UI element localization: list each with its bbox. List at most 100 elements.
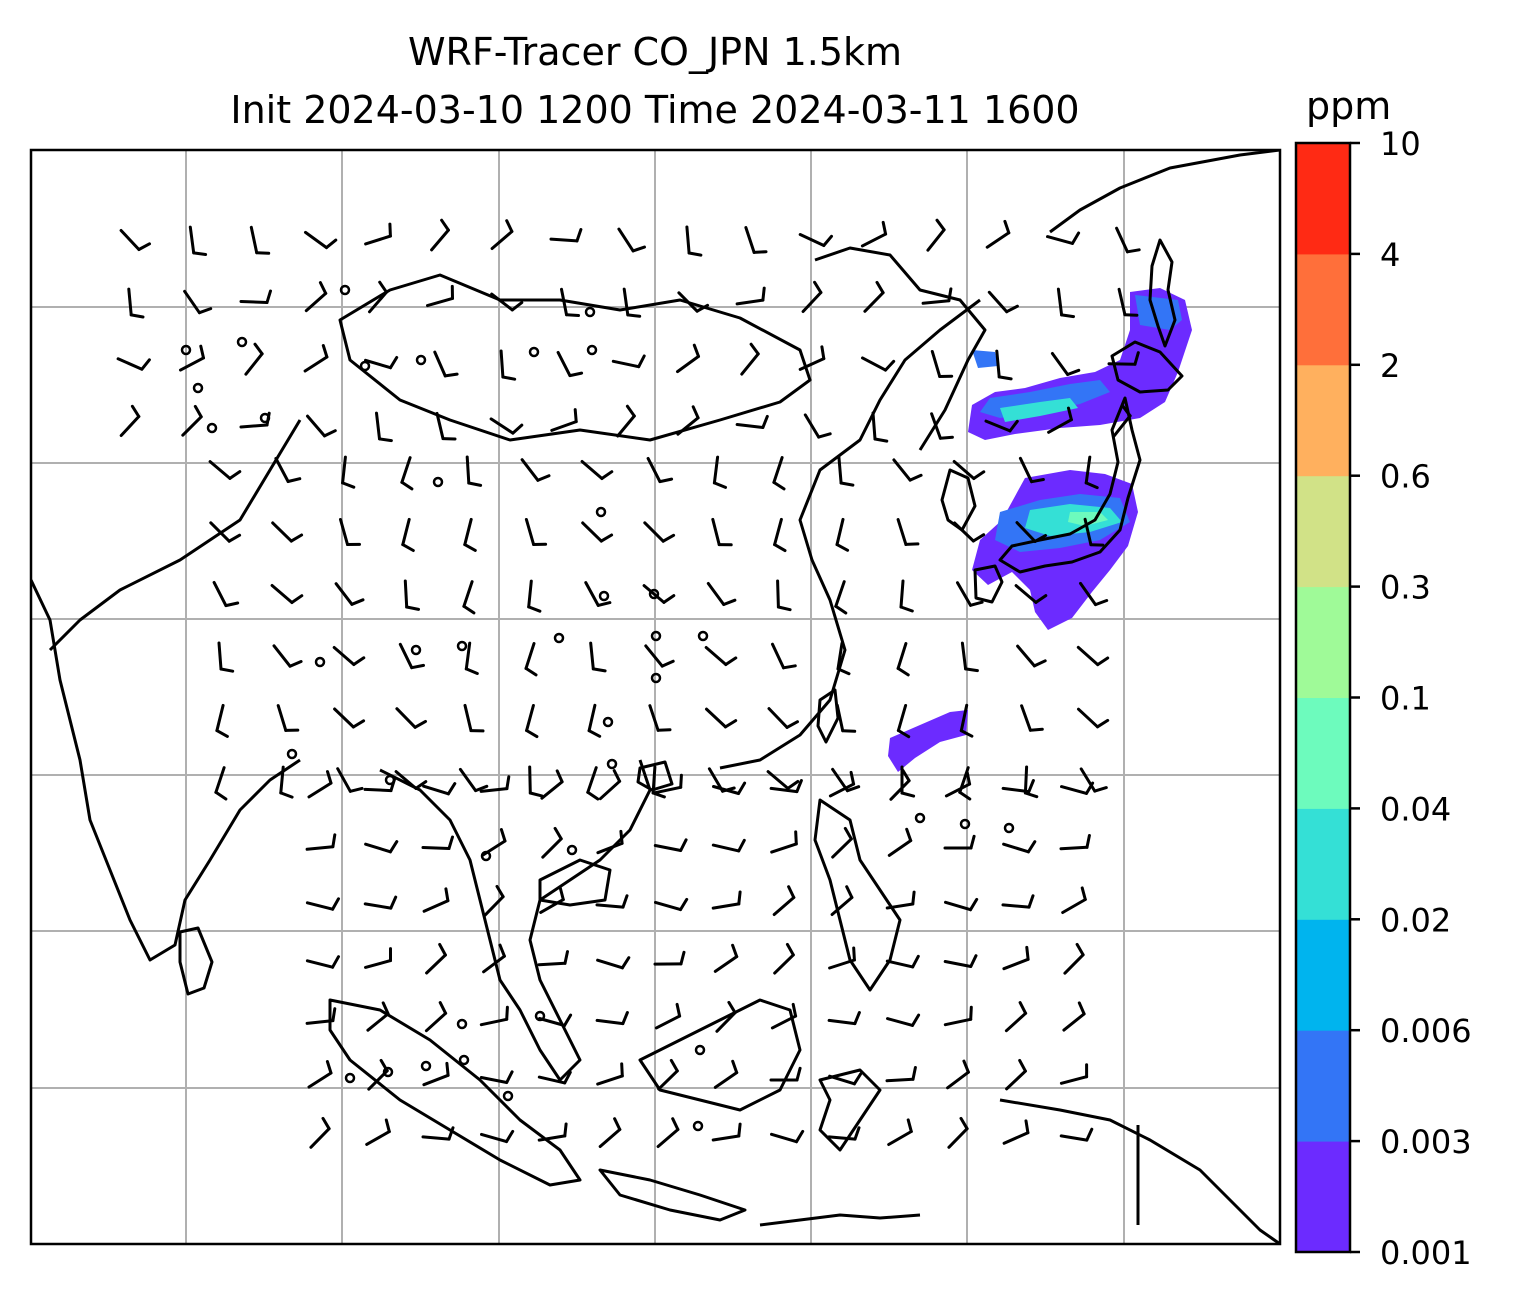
wind-barb [611, 354, 646, 369]
wind-barb [960, 641, 979, 673]
wind-barb [946, 1059, 970, 1090]
calm-wind-marker [415, 354, 427, 366]
wind-barb [1079, 767, 1108, 793]
wind-barb [1002, 840, 1037, 854]
wind-barb [305, 955, 340, 969]
wind-barb [616, 404, 636, 438]
wind-barb [364, 947, 392, 969]
wind-barb [885, 954, 920, 969]
wind-barb [479, 775, 511, 793]
calm-wind-marker [236, 336, 248, 348]
calm-wind-marker [286, 748, 298, 760]
wind-barb [798, 345, 826, 371]
wind-barb [537, 1070, 572, 1085]
wind-barb [595, 894, 629, 909]
colorbar-segment [1296, 1141, 1350, 1253]
plume-central-japan [972, 470, 1138, 630]
wind-barb [465, 455, 483, 487]
coast-kyushu [973, 564, 1004, 604]
wind-barb [524, 518, 548, 546]
wind-barb [704, 646, 738, 666]
calm-wind-marker [602, 716, 614, 728]
wind-barb [1047, 406, 1073, 434]
wind-barb [1016, 644, 1047, 668]
wind-barb [863, 280, 885, 313]
wind-barb [773, 942, 795, 975]
calm-wind-marker [606, 758, 618, 770]
wind-barb [1046, 231, 1081, 245]
wind-barb [528, 765, 544, 798]
calm-wind-marker [914, 812, 926, 824]
wind-barb [479, 1005, 509, 1027]
wind-barb [179, 344, 205, 372]
wind-barb [540, 769, 564, 800]
calm-wind-marker [648, 588, 660, 600]
wind-barb [828, 1072, 863, 1086]
map-frame [29, 148, 1282, 1246]
wind-barb [270, 584, 304, 604]
coast-gulf-thailand [538, 858, 612, 907]
wind-barb [598, 769, 622, 801]
calm-wind-marker [584, 306, 596, 318]
wind-barb [899, 579, 914, 613]
wind-barb [985, 219, 1011, 249]
wind-barb [654, 897, 689, 912]
wind-barb [801, 280, 823, 313]
wind-barb [480, 1129, 515, 1144]
wind-barb [644, 644, 675, 668]
wind-barb [306, 414, 337, 438]
coast-taiwan [816, 688, 840, 744]
wind-barb [642, 584, 676, 604]
wind-barb [930, 412, 954, 440]
wind-barb [1001, 894, 1035, 909]
wind-barb [984, 419, 1019, 433]
wind-barb [490, 292, 524, 312]
wind-barb [770, 830, 798, 854]
wind-barb [835, 703, 857, 733]
wind-barb [239, 411, 271, 429]
wind-barb [244, 342, 264, 376]
wind-barb [589, 641, 607, 673]
colorbar-tick-label: 4 [1380, 236, 1400, 274]
wind-barb [956, 581, 984, 607]
wind-barb [598, 1117, 622, 1148]
calm-wind-marker [650, 672, 662, 684]
wind-barb [305, 833, 337, 851]
coast-indochina [379, 759, 652, 1082]
wind-barb [537, 1122, 568, 1142]
wind-barb [622, 287, 642, 318]
coast-hokkaido [1110, 340, 1184, 394]
wind-barb [458, 767, 489, 793]
wind-barb [339, 518, 361, 546]
wind-barb [828, 770, 856, 798]
wind-barb [433, 350, 459, 378]
wind-barb [1076, 645, 1110, 667]
wind-barb [995, 349, 1013, 381]
wind-barb [490, 219, 514, 250]
wind-barb [499, 349, 517, 381]
wind-barb [332, 646, 366, 666]
wind-barb [1060, 781, 1095, 795]
wind-barb [305, 1007, 337, 1025]
wind-barb [520, 458, 551, 482]
wind-barb [740, 342, 760, 376]
wind-barb [892, 458, 923, 482]
calm-wind-marker [314, 656, 326, 668]
wind-barb [769, 1066, 802, 1082]
wind-barb [595, 1011, 629, 1026]
map-gridlines [31, 150, 1280, 1244]
wind-barb [705, 707, 738, 729]
wind-barb [463, 517, 477, 552]
wind-barb [403, 579, 420, 611]
wind-barb [304, 230, 338, 250]
wind-barb [1084, 455, 1099, 490]
wind-barb [581, 521, 614, 543]
wind-barb [249, 225, 271, 255]
wind-barb [943, 954, 978, 968]
wind-barb [1005, 1059, 1027, 1091]
wind-barb [422, 887, 450, 913]
wind-barb [587, 703, 602, 738]
colorbar-tick-label: 10 [1380, 125, 1421, 163]
wind-barb [560, 287, 580, 317]
